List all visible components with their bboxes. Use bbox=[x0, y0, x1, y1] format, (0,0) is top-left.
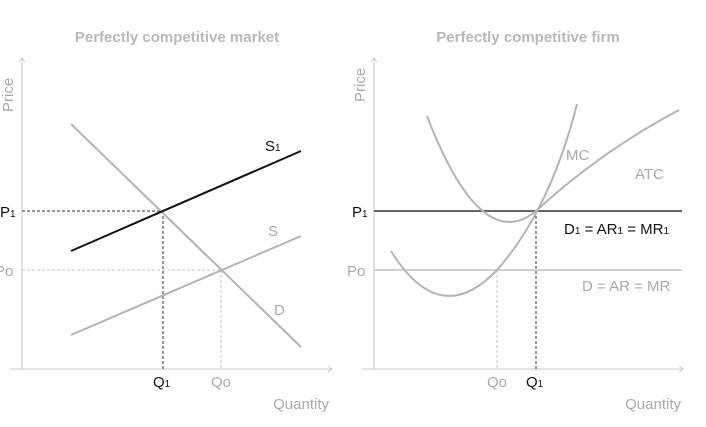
mc-label: MC bbox=[566, 147, 589, 164]
supply-curve-s1 bbox=[70, 150, 302, 252]
market-p0-label: Po bbox=[0, 263, 13, 280]
atc-curve bbox=[426, 109, 680, 223]
d1-label: D1 = AR1 = MR1 bbox=[564, 221, 670, 238]
market-q0-label: Qo bbox=[211, 374, 231, 391]
market-q1-label: Q1 bbox=[153, 374, 171, 391]
firm-panel: Perfectly competitive firm Price Quantit… bbox=[347, 29, 683, 413]
firm-q1-label: Q1 bbox=[526, 374, 544, 391]
market-x-axis-label: Quantity bbox=[273, 396, 329, 413]
firm-x-axis-label: Quantity bbox=[625, 396, 681, 413]
market-p1-label: P1 bbox=[0, 204, 16, 221]
firm-p1-label: P1 bbox=[352, 204, 368, 221]
demand-curve bbox=[70, 123, 302, 348]
s1-label: S1 bbox=[265, 138, 281, 155]
s-label: S bbox=[268, 223, 278, 240]
supply-curve bbox=[70, 235, 302, 336]
mc-curve bbox=[390, 103, 578, 297]
firm-q0-label: Qo bbox=[487, 374, 507, 391]
market-panel-title: Perfectly competitive market bbox=[75, 29, 279, 46]
firm-p0-label: Po bbox=[347, 263, 365, 280]
firm-panel-title: Perfectly competitive firm bbox=[436, 29, 619, 46]
d-label: D bbox=[274, 302, 285, 319]
market-y-axis-label: Price bbox=[0, 78, 17, 112]
firm-y-axis-label: Price bbox=[352, 68, 369, 102]
market-panel: Perfectly competitive market Price Quant… bbox=[0, 29, 332, 413]
atc-label: ATC bbox=[635, 166, 664, 183]
d-ar-mr-label: D = AR = MR bbox=[582, 278, 671, 295]
